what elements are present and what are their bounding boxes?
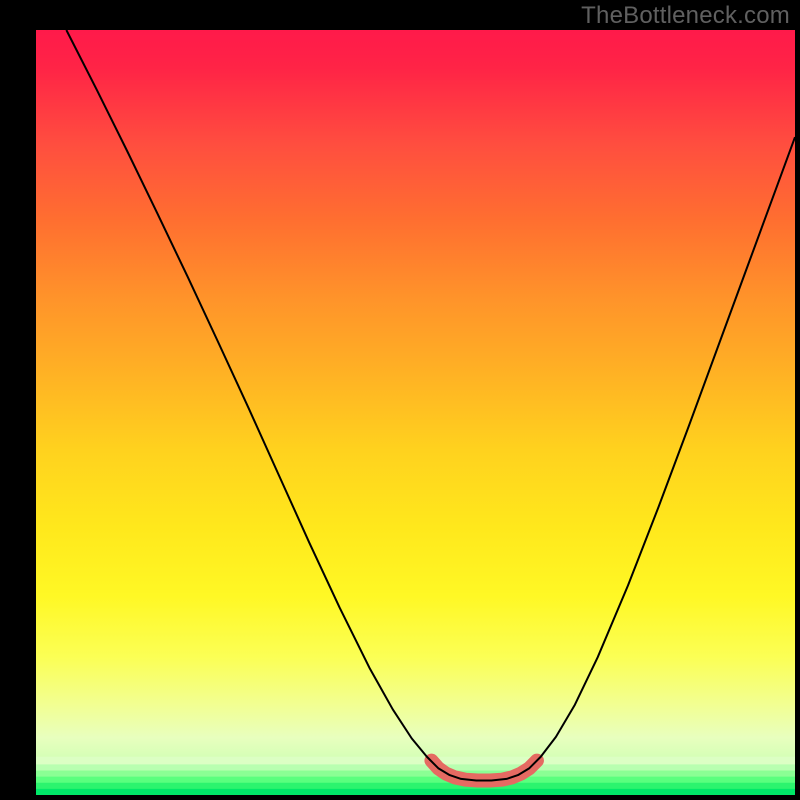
gradient-background [36,30,795,795]
plot-area [36,30,795,795]
chart-frame: TheBottleneck.com [0,0,800,800]
green-band [36,757,795,795]
watermark-text: TheBottleneck.com [581,2,790,30]
plot-svg [36,30,795,795]
